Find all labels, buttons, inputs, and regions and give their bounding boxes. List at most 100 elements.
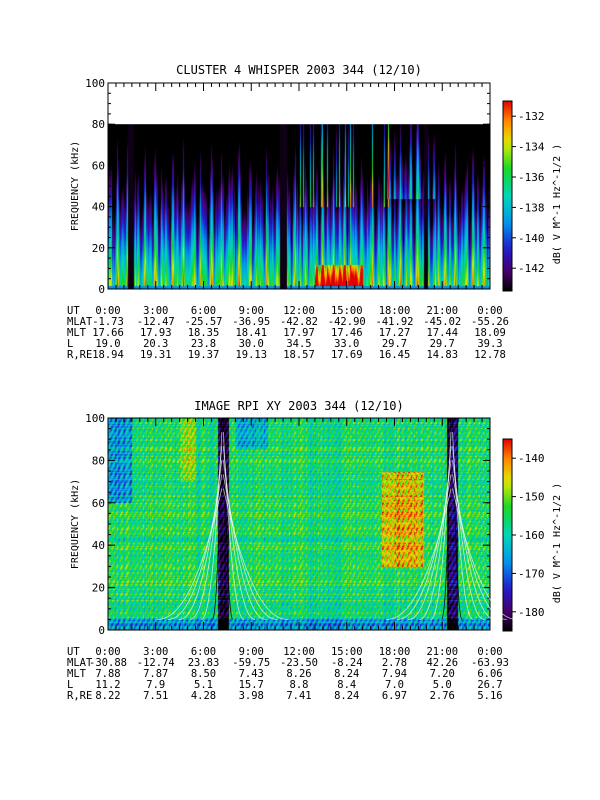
ephemeris-value: -25.57 xyxy=(185,316,223,328)
ephemeris-value: 21:00 xyxy=(426,646,458,658)
ephemeris-value: 3:00 xyxy=(143,646,168,658)
ephemeris-value: 33.0 xyxy=(334,338,359,350)
panel-1: CLUSTER 4 WHISPER 2003 344 (12/10) 0 20 40 6… xyxy=(67,63,563,361)
ephemeris-value: -63.93 xyxy=(471,657,509,669)
resonance-curves xyxy=(156,417,518,620)
ephemeris-value: 18.94 xyxy=(92,349,124,361)
ephemeris-value: 18:00 xyxy=(379,646,411,658)
y-tick-label: 100 xyxy=(85,77,105,90)
ephemeris-value: 17.27 xyxy=(379,327,411,339)
ephemeris-value: 7.9 xyxy=(146,679,165,691)
resonance-curve xyxy=(396,474,452,620)
ephemeris-value: 17.93 xyxy=(140,327,172,339)
ephemeris-value: 5.16 xyxy=(477,690,502,702)
y-tick-label: 80 xyxy=(92,454,105,467)
ephemeris-row-label: UT xyxy=(67,646,80,658)
y-tick-label: 40 xyxy=(92,539,105,552)
colorbar xyxy=(502,100,513,292)
ephemeris-value: 18.09 xyxy=(474,327,506,339)
ephemeris-value: -45.02 xyxy=(423,316,461,328)
y-axis-label: FREQUENCY (kHz) xyxy=(70,141,81,231)
ephemeris-value: 20.3 xyxy=(143,338,168,350)
ephemeris-value: 3.98 xyxy=(239,690,264,702)
colorbar-tick-label: -138 xyxy=(518,201,545,214)
ephemeris-value: -59.75 xyxy=(232,657,270,669)
panel-title: IMAGE RPI XY 2003 344 (12/10) xyxy=(194,399,404,413)
ephemeris-value: 7.0 xyxy=(385,679,404,691)
ephemeris-value: -1.73 xyxy=(92,316,124,328)
resonance-curve xyxy=(452,488,518,620)
colorbar-label: dB( V M^-1 Hz^-1/2 ) xyxy=(552,144,563,264)
ephemeris-value: 8.24 xyxy=(334,690,359,702)
ephemeris-value: 8.4 xyxy=(337,679,356,691)
ephemeris-value: 2.78 xyxy=(382,657,407,669)
panel-title: CLUSTER 4 WHISPER 2003 344 (12/10) xyxy=(176,63,422,77)
ephemeris-value: 3:00 xyxy=(143,305,168,317)
ephemeris-row-label: R,RE xyxy=(67,349,92,361)
resonance-curve xyxy=(452,474,507,620)
colorbar-tick-label: -140 xyxy=(518,232,545,245)
ephemeris-value: -42.90 xyxy=(328,316,366,328)
colorbar-tick-label: -170 xyxy=(518,567,545,580)
y-tick-label: 40 xyxy=(92,201,105,214)
colorbar-tick-label: -142 xyxy=(518,262,545,275)
ephemeris-value: -12.74 xyxy=(137,657,175,669)
resonance-curve xyxy=(223,474,278,620)
ephemeris-value: 5.1 xyxy=(194,679,213,691)
ephemeris-value: 19.13 xyxy=(235,349,267,361)
ephemeris-value: 9:00 xyxy=(239,305,264,317)
ephemeris-value: 4.28 xyxy=(191,690,216,702)
colorbar-tick-label: -134 xyxy=(518,141,545,154)
ephemeris-row-label: MLT xyxy=(67,668,87,680)
ephemeris-value: 8.26 xyxy=(286,668,311,680)
ephemeris-value: 19.37 xyxy=(188,349,220,361)
ephemeris-value: 30.0 xyxy=(239,338,264,350)
ephemeris-value: 7.87 xyxy=(143,668,168,680)
ephemeris-value: 7.88 xyxy=(95,668,120,680)
y-tick-label: 80 xyxy=(92,118,105,131)
ephemeris-row-label: L xyxy=(67,338,73,350)
colorbar-tick-label: -180 xyxy=(518,606,545,619)
ephemeris-value: 7.41 xyxy=(286,690,311,702)
ephemeris-value: 2.76 xyxy=(430,690,455,702)
resonance-curve xyxy=(167,474,223,620)
ephemeris-value: 23.83 xyxy=(188,657,220,669)
ephemeris-value: 12.78 xyxy=(474,349,506,361)
ephemeris-value: 7.43 xyxy=(239,668,264,680)
y-tick-label: 0 xyxy=(98,283,105,296)
y-tick-label: 100 xyxy=(85,412,105,425)
y-tick-label: 0 xyxy=(98,624,105,637)
ephemeris-value: 21:00 xyxy=(426,305,458,317)
ephemeris-value: 8.22 xyxy=(95,690,120,702)
ephemeris-value: 39.3 xyxy=(477,338,502,350)
ephemeris-value: -42.82 xyxy=(280,316,318,328)
ephemeris-value: 12:00 xyxy=(283,305,315,317)
spectrogram-image xyxy=(108,124,490,289)
ephemeris-value: 0:00 xyxy=(477,305,502,317)
colorbar-tick-label: -160 xyxy=(518,529,545,542)
colorbar xyxy=(502,438,513,632)
ephemeris-value: -30.88 xyxy=(89,657,127,669)
colorbar-label: dB( V M^-1 Hz^-1/2 ) xyxy=(552,483,563,603)
ephemeris-value: -23.50 xyxy=(280,657,318,669)
ephemeris-row-label: MLAT xyxy=(67,657,93,669)
ephemeris-value: -8.24 xyxy=(331,657,363,669)
ephemeris-value: 26.7 xyxy=(477,679,502,691)
ephemeris-value: 12:00 xyxy=(283,646,315,658)
ephemeris-value: -12.47 xyxy=(137,316,175,328)
resonance-curve xyxy=(223,488,289,620)
ephemeris-value: -41.92 xyxy=(376,316,414,328)
y-tick-label: 60 xyxy=(92,497,105,510)
ephemeris-row-label: MLAT xyxy=(67,316,93,328)
ephemeris-value: 7.20 xyxy=(430,668,455,680)
ephemeris-value: 8.8 xyxy=(290,679,309,691)
ephemeris-value: 15:00 xyxy=(331,305,363,317)
ephemeris-value: 11.2 xyxy=(95,679,120,691)
ephemeris-value: 16.45 xyxy=(379,349,411,361)
ephemeris-value: 18.57 xyxy=(283,349,315,361)
ephemeris-row-label: R,RE xyxy=(67,690,92,702)
y-tick-label: 20 xyxy=(92,242,105,255)
ephemeris-value: 6:00 xyxy=(191,305,216,317)
ephemeris-value: 9:00 xyxy=(239,646,264,658)
ephemeris-value: 29.7 xyxy=(382,338,407,350)
